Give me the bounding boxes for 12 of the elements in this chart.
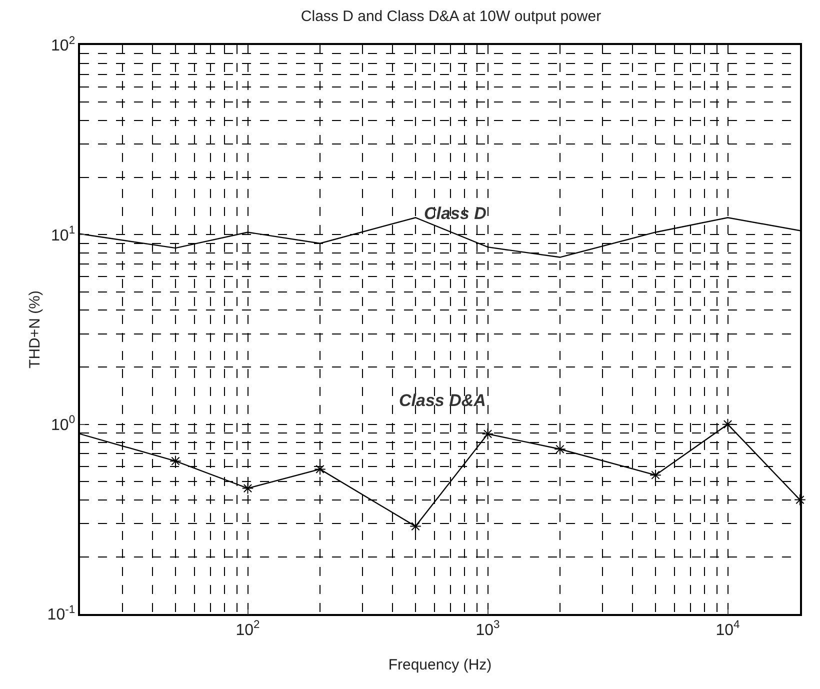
chart-title: Class D and Class D&A at 10W output power: [300, 8, 602, 25]
y-tick-label: 10$^{1}$: [51, 224, 76, 244]
y-axis-title: THD+N (%): [26, 290, 44, 368]
y-tick-label: 10$^{2}$: [51, 34, 76, 55]
x-tick-label: 10$^{2}$: [236, 619, 260, 639]
x-tick-label: 10$^{3}$: [476, 619, 500, 639]
series-label: Class D: [424, 204, 486, 223]
series-label: Class D&A: [399, 391, 486, 410]
x-axis-title: Frequency (Hz): [388, 656, 492, 674]
x-tick-label: 10$^{4}$: [716, 619, 740, 639]
y-tick-label: 10$^{-1}$: [47, 604, 76, 624]
y-tick-label: 10$^{0}$: [51, 414, 76, 434]
